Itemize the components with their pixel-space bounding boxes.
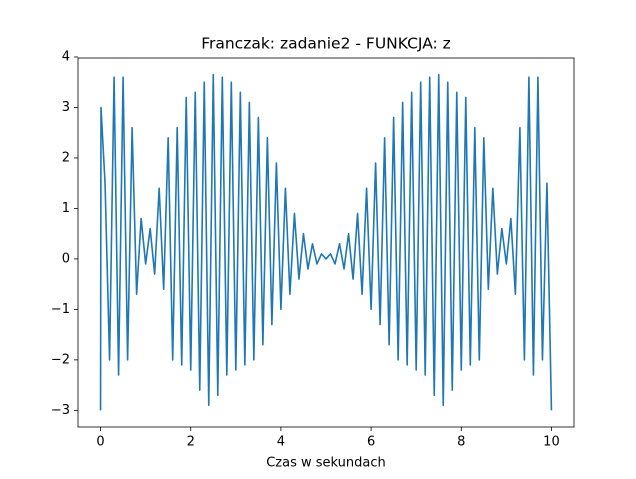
x-tick-label: 10 [543, 435, 560, 450]
y-tick-label: 3 [62, 100, 70, 115]
chart-title: Franczak: zadanie2 - FUNKCJA: z [201, 35, 451, 53]
x-tick-label: 6 [367, 435, 375, 450]
x-tick-label: 4 [277, 435, 285, 450]
y-tick-label: −2 [51, 352, 70, 367]
axes-frame [77, 57, 575, 428]
x-tick-label: 0 [96, 435, 104, 450]
x-tick-label: 2 [187, 435, 195, 450]
y-tick-label: 2 [62, 150, 70, 165]
data-line [99, 73, 553, 411]
y-tick-label: 1 [62, 201, 70, 216]
y-tick-label: −3 [51, 403, 70, 418]
y-tick-label: 4 [62, 49, 70, 64]
x-tick-label: 8 [457, 435, 465, 450]
x-axis-label: Czas w sekundach [266, 456, 386, 471]
y-tick-label: 0 [62, 251, 70, 266]
y-tick-label: −1 [51, 302, 70, 317]
